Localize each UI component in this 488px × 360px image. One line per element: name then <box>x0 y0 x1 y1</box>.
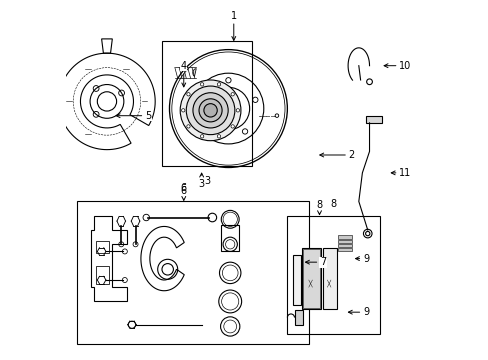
Polygon shape <box>192 68 196 77</box>
Text: 6: 6 <box>181 186 186 201</box>
Bar <box>287 216 380 334</box>
Text: 5: 5 <box>116 111 151 121</box>
Circle shape <box>200 83 203 86</box>
Bar <box>365 116 381 123</box>
Bar <box>96 241 108 253</box>
Circle shape <box>180 80 241 141</box>
Text: 8: 8 <box>316 200 322 215</box>
Text: 4: 4 <box>181 61 186 87</box>
Bar <box>337 240 352 243</box>
Circle shape <box>236 109 239 112</box>
Bar <box>302 249 320 307</box>
Circle shape <box>181 109 184 112</box>
Bar <box>96 266 108 284</box>
Circle shape <box>230 93 234 96</box>
Text: 3: 3 <box>203 176 210 186</box>
Bar <box>301 248 321 309</box>
Text: 11: 11 <box>390 168 410 178</box>
Text: 9: 9 <box>347 307 368 317</box>
Bar <box>221 225 239 251</box>
Circle shape <box>193 93 228 128</box>
Text: 2: 2 <box>319 150 354 160</box>
Text: 6: 6 <box>181 183 186 193</box>
Text: 8: 8 <box>330 199 336 208</box>
Circle shape <box>230 125 234 128</box>
Bar <box>337 235 352 239</box>
Circle shape <box>203 104 217 117</box>
Circle shape <box>217 135 220 138</box>
Text: 3: 3 <box>198 173 204 189</box>
Text: 9: 9 <box>355 253 368 264</box>
Text: 7: 7 <box>305 257 325 267</box>
Bar <box>162 41 251 166</box>
Circle shape <box>200 135 203 138</box>
Circle shape <box>199 99 222 122</box>
Text: 10: 10 <box>384 61 410 71</box>
Text: 1: 1 <box>230 11 236 40</box>
Bar <box>294 310 303 325</box>
Circle shape <box>217 83 220 86</box>
Bar <box>292 255 300 305</box>
Circle shape <box>186 93 190 96</box>
Circle shape <box>186 125 190 128</box>
Circle shape <box>186 86 234 135</box>
Text: 6: 6 <box>181 184 186 194</box>
Bar <box>337 248 352 251</box>
Bar <box>323 248 337 309</box>
Bar <box>337 244 352 247</box>
Bar <box>77 202 308 344</box>
